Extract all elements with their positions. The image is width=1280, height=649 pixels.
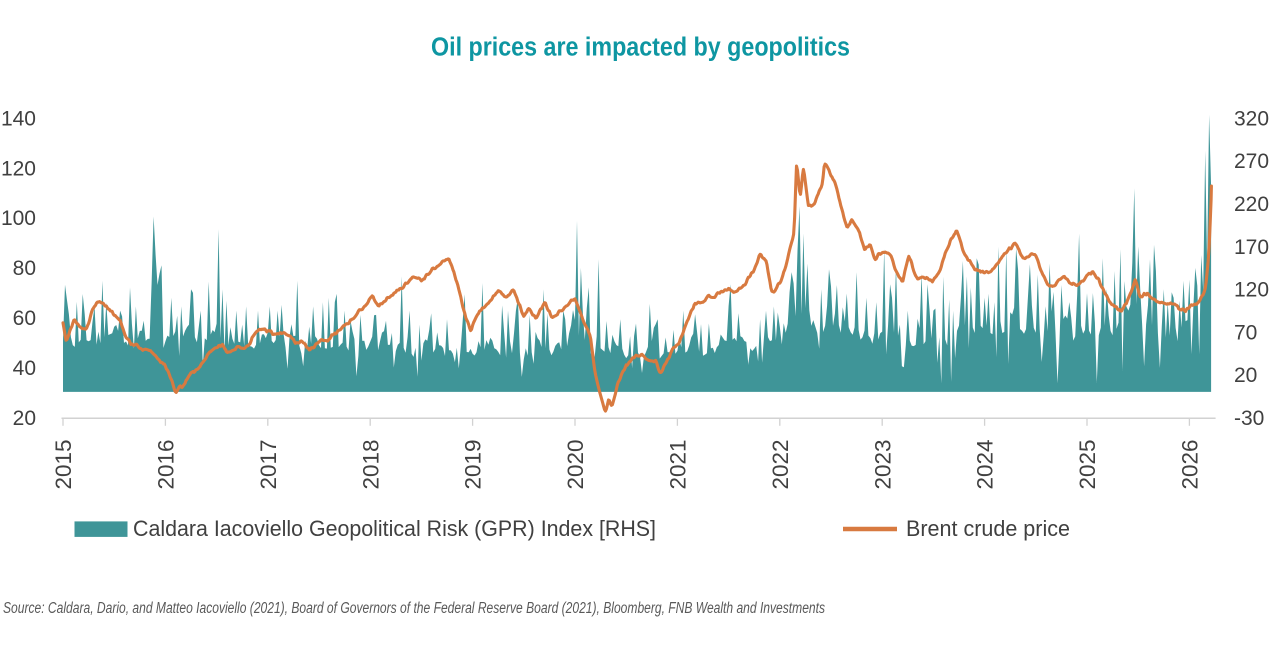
svg-text:2019: 2019 (461, 439, 486, 489)
svg-text:270: 270 (1234, 150, 1269, 173)
svg-text:2026: 2026 (1178, 439, 1203, 489)
svg-text:80: 80 (13, 257, 36, 280)
svg-text:2023: 2023 (870, 439, 895, 489)
svg-text:2021: 2021 (666, 439, 691, 489)
svg-text:20: 20 (1234, 364, 1257, 387)
svg-text:-30: -30 (1234, 407, 1264, 430)
svg-text:2015: 2015 (51, 439, 76, 489)
svg-text:Caldara Iacoviello Geopolitica: Caldara Iacoviello Geopolitical Risk (GP… (133, 516, 656, 541)
svg-text:2025: 2025 (1075, 439, 1100, 489)
svg-text:60: 60 (13, 307, 36, 330)
svg-text:2024: 2024 (973, 439, 998, 489)
svg-text:Brent crude price: Brent crude price (906, 516, 1070, 541)
svg-text:2017: 2017 (256, 439, 281, 489)
svg-text:20: 20 (13, 407, 36, 430)
svg-text:320: 320 (1234, 107, 1269, 130)
svg-text:2018: 2018 (358, 439, 383, 489)
svg-text:220: 220 (1234, 193, 1269, 216)
svg-text:2020: 2020 (563, 439, 588, 489)
svg-text:40: 40 (13, 357, 36, 380)
svg-text:2022: 2022 (768, 439, 793, 489)
svg-text:2016: 2016 (154, 439, 179, 489)
svg-text:120: 120 (1, 157, 36, 180)
svg-text:170: 170 (1234, 236, 1269, 259)
svg-text:100: 100 (1, 207, 36, 230)
svg-text:70: 70 (1234, 321, 1257, 344)
svg-text:140: 140 (1, 107, 36, 130)
svg-text:120: 120 (1234, 279, 1269, 302)
svg-text:Oil prices are impacted by geo: Oil prices are impacted by geopolitics (431, 34, 850, 62)
svg-text:Source: Caldara, Dario, and Ma: Source: Caldara, Dario, and Matteo Iacov… (3, 600, 825, 617)
